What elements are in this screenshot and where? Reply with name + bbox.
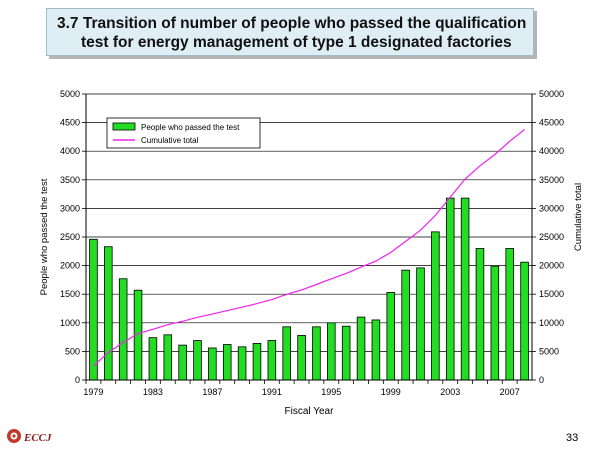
bar <box>163 334 173 381</box>
x-tick-label: 1999 <box>381 387 401 397</box>
y-tick-label: 0 <box>75 375 80 385</box>
y-tick-label: 5000 <box>60 89 80 99</box>
x-tick-label: 2003 <box>440 387 460 397</box>
page-number: 33 <box>566 432 579 444</box>
bar <box>282 326 291 381</box>
y-axis-label: People who passed the test <box>39 178 50 295</box>
y2-tick-label: 15000 <box>539 289 564 299</box>
x-tick-label: 1991 <box>262 387 282 397</box>
x-tick-label: 1987 <box>202 387 222 397</box>
y2-tick-label: 0 <box>539 375 544 385</box>
x-tick-label: 1995 <box>321 387 341 397</box>
bar <box>341 325 351 381</box>
bar <box>371 319 381 381</box>
y2-tick-label: 25000 <box>539 232 564 242</box>
bar <box>520 261 529 381</box>
title-box: 3.7 Transition of number of people who p… <box>46 8 534 56</box>
bar <box>327 322 336 381</box>
y2-tick-label: 40000 <box>539 146 564 156</box>
bar <box>267 340 277 381</box>
y2-tick-label: 45000 <box>539 118 564 128</box>
bar <box>252 342 262 381</box>
legend-label-bars: People who passed the test <box>141 123 240 132</box>
chart-title-line1: 3.7 Transition of number of people who p… <box>57 15 527 32</box>
y-tick-label: 3000 <box>60 203 80 213</box>
y2-tick-label: 10000 <box>539 318 564 328</box>
y-tick-label: 1500 <box>60 289 80 299</box>
y2-tick-label: 35000 <box>539 175 564 185</box>
bar <box>401 269 410 381</box>
y-tick-label: 4500 <box>60 118 80 128</box>
x-tick-label: 1983 <box>143 387 163 397</box>
y2-tick-label: 5000 <box>539 346 559 356</box>
bar <box>356 316 366 381</box>
bar <box>148 337 158 381</box>
bar <box>89 238 98 381</box>
bar <box>445 197 455 381</box>
x-tick-label: 1979 <box>83 387 103 397</box>
cumulative-line <box>93 129 525 367</box>
chart-title-line2: test for energy management of type 1 des… <box>81 34 512 51</box>
bar <box>416 267 425 381</box>
bar <box>312 326 321 381</box>
y2-tick-label: 20000 <box>539 261 564 271</box>
bar <box>297 334 306 381</box>
bar <box>118 278 128 381</box>
y2-tick-label: 50000 <box>539 89 564 99</box>
y-tick-label: 2500 <box>60 232 80 242</box>
legend-bar-swatch <box>112 122 136 131</box>
bar <box>208 347 217 381</box>
y-tick-label: 4000 <box>60 146 80 156</box>
y2-axis-label: Cumulative total <box>573 183 584 251</box>
bar <box>178 344 187 381</box>
bar <box>431 231 440 381</box>
y-tick-label: 500 <box>65 346 80 356</box>
bar <box>505 248 514 381</box>
y-tick-label: 2000 <box>60 261 80 271</box>
y-tick-label: 1000 <box>60 318 80 328</box>
x-tick-label: 2007 <box>500 387 520 397</box>
x-axis-label: Fiscal Year <box>285 406 335 417</box>
eccj-logo-icon <box>7 429 21 443</box>
bar <box>222 344 232 381</box>
logo-text: ECCJ <box>24 432 52 444</box>
y2-tick-label: 30000 <box>539 203 564 213</box>
bar <box>490 265 500 381</box>
legend-label-line: Cumulative total <box>141 136 199 145</box>
bar <box>193 340 202 381</box>
bar <box>475 248 485 381</box>
bar <box>104 246 113 381</box>
bar <box>460 197 470 381</box>
bar <box>386 292 396 381</box>
bar <box>237 346 247 381</box>
y-tick-label: 3500 <box>60 175 80 185</box>
